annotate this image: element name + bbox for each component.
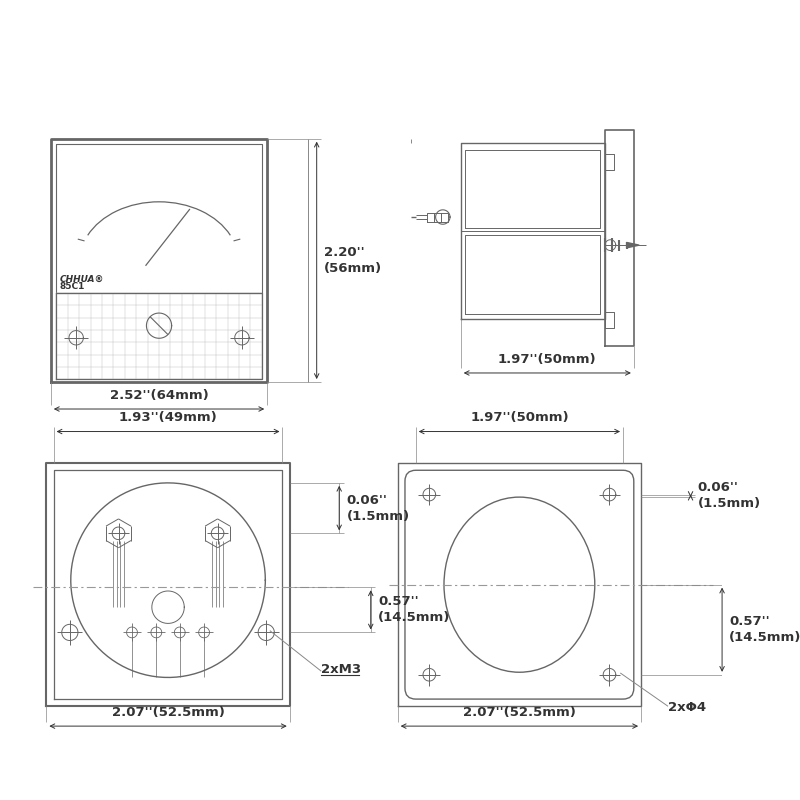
Polygon shape bbox=[626, 242, 639, 248]
Text: 0.06''
(1.5mm): 0.06'' (1.5mm) bbox=[698, 482, 761, 510]
Text: 2xΦ4: 2xΦ4 bbox=[668, 701, 706, 714]
Text: 0.06''
(1.5mm): 0.06'' (1.5mm) bbox=[346, 494, 410, 522]
Text: 2.52''(64mm): 2.52''(64mm) bbox=[110, 389, 209, 402]
Text: CHHUA®: CHHUA® bbox=[60, 274, 105, 284]
Text: 1.97''(50mm): 1.97''(50mm) bbox=[470, 411, 569, 424]
Text: 2.07''(52.5mm): 2.07''(52.5mm) bbox=[463, 706, 576, 719]
Text: 2.20''
(56mm): 2.20'' (56mm) bbox=[324, 246, 382, 275]
Text: 2.07''(52.5mm): 2.07''(52.5mm) bbox=[112, 706, 225, 719]
Text: 0.57''
(14.5mm): 0.57'' (14.5mm) bbox=[378, 595, 450, 625]
Text: 85C1: 85C1 bbox=[60, 282, 86, 291]
Text: 1.93''(49mm): 1.93''(49mm) bbox=[118, 411, 218, 424]
Text: 0.57''
(14.5mm): 0.57'' (14.5mm) bbox=[730, 615, 800, 644]
Text: 1.97''(50mm): 1.97''(50mm) bbox=[498, 353, 597, 366]
Text: 2xM3: 2xM3 bbox=[321, 663, 362, 676]
